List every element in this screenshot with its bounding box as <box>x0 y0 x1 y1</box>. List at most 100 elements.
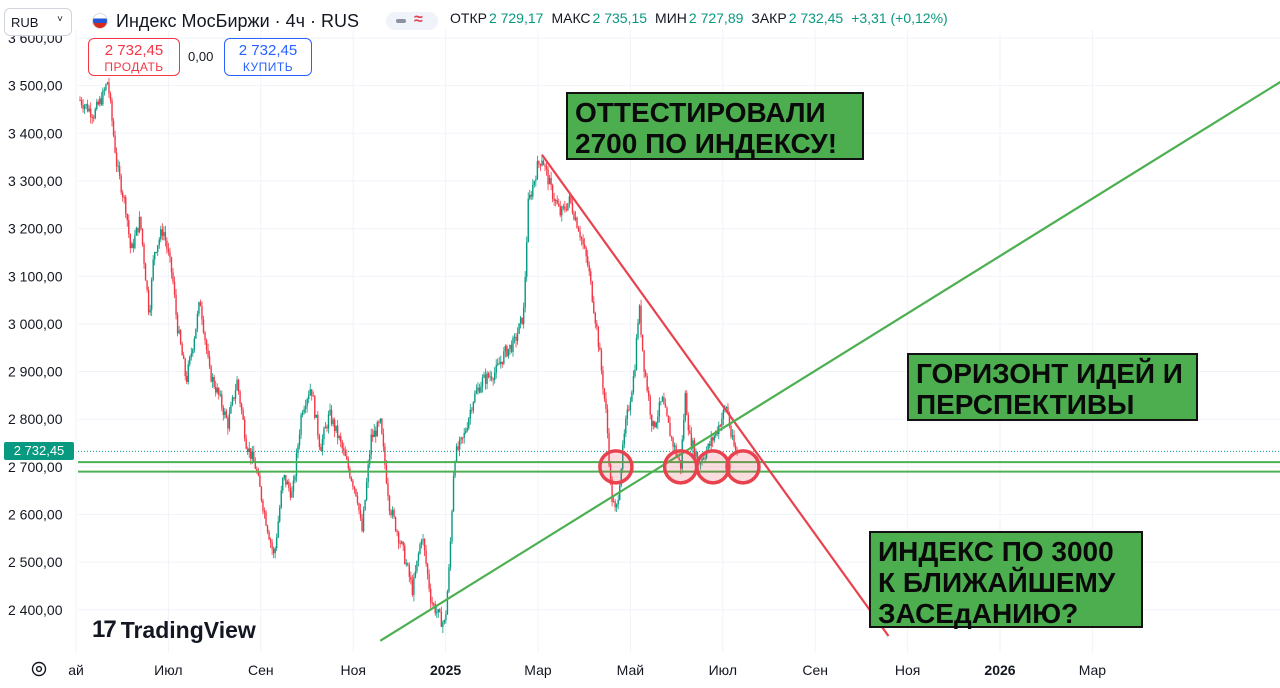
y-tick-label: 3 200,00 <box>8 221 63 237</box>
candle-body <box>480 386 482 393</box>
candle-body <box>658 402 661 417</box>
candle-body <box>353 486 356 489</box>
candle-body <box>710 437 712 446</box>
candle-body <box>291 491 293 498</box>
candle-body <box>721 418 723 427</box>
candle-body <box>733 435 735 446</box>
candle-body <box>646 376 648 391</box>
candle-body <box>269 539 272 543</box>
candle-body <box>548 178 551 185</box>
candle-body <box>105 84 107 90</box>
candle-body <box>234 390 237 399</box>
candle-body <box>705 450 708 458</box>
candle-body <box>207 349 209 357</box>
candle-body <box>426 563 429 575</box>
candle-body <box>695 451 697 457</box>
candle-body <box>551 185 554 199</box>
currency-select[interactable]: RUB ˅ <box>4 8 72 36</box>
approx-icon: ≈ <box>414 11 423 28</box>
candle-body <box>173 281 176 295</box>
candle-body <box>663 397 665 404</box>
candle-body <box>154 252 156 260</box>
candle-body <box>373 430 375 438</box>
candle-body <box>179 330 182 344</box>
candle-body <box>112 120 115 136</box>
x-tick-label: Ноя <box>895 662 920 678</box>
candle-body <box>590 271 592 282</box>
candle-body <box>497 363 499 365</box>
candle-body <box>282 477 284 491</box>
candle-body <box>623 433 625 445</box>
annotation-index-3000[interactable]: ИНДЕКС ПО 3000 К БЛИЖАЙШЕМУ ЗАСЕдАНИЮ? <box>869 531 1143 629</box>
ohlc-value: 2 729,17 <box>488 10 544 26</box>
candle-body <box>243 419 246 439</box>
ohlc-label: МАКС <box>551 10 591 26</box>
candle-body <box>547 169 549 185</box>
candle-body <box>420 540 423 545</box>
indicator-toggle[interactable]: ≈ <box>386 11 438 30</box>
candle-body <box>115 152 118 167</box>
candle-body <box>712 437 714 441</box>
candle-body <box>126 213 128 221</box>
candle-body <box>134 235 136 248</box>
buy-button[interactable]: 2 732,45 КУПИТЬ <box>224 38 312 76</box>
candle-body <box>425 550 427 564</box>
candle-body <box>155 252 157 254</box>
candle-body <box>181 343 183 356</box>
candle-body <box>167 249 170 252</box>
candle-body <box>137 227 139 233</box>
candle-body <box>196 313 199 329</box>
candle-body <box>647 390 650 397</box>
candle-body <box>727 406 729 413</box>
candle-body <box>163 232 165 236</box>
candle-body <box>336 425 339 438</box>
annotation-horizon[interactable]: ГОРИЗОНТ ИДЕЙ И ПЕРСПЕКТИВЫ <box>907 353 1198 421</box>
test-circle <box>695 449 731 485</box>
sell-button[interactable]: 2 732,45 ПРОДАТЬ <box>88 38 180 76</box>
candle-body <box>356 495 359 504</box>
ohlc-value: +3,31 (+0,12%) <box>851 10 948 26</box>
candle-body <box>340 436 342 442</box>
candle-body <box>562 206 564 208</box>
candle-body <box>247 448 249 453</box>
test-circle <box>725 449 761 485</box>
candle-body <box>492 379 494 381</box>
candle-body <box>620 468 622 486</box>
gear-icon[interactable] <box>30 660 48 678</box>
candle-body <box>702 458 705 460</box>
candle-body <box>538 161 540 164</box>
candle-body <box>324 426 327 429</box>
candle-body <box>498 363 500 365</box>
candle-body <box>365 482 368 500</box>
candle-body <box>121 192 124 198</box>
candle-body <box>375 430 377 437</box>
candle-body <box>295 453 298 477</box>
candle-body <box>666 407 668 416</box>
candle-body <box>222 407 225 415</box>
candle-body <box>678 457 680 461</box>
buy-label: КУПИТЬ <box>242 60 294 74</box>
candle-body <box>628 409 630 411</box>
candle-body <box>410 576 412 580</box>
tradingview-wordmark: TradingView <box>120 616 256 643</box>
candle-body <box>259 475 261 487</box>
candle-body <box>667 415 670 423</box>
symbol-title[interactable]: Индекс МосБиржи · 4ч · RUS <box>92 8 359 34</box>
candle-body <box>236 379 238 391</box>
tradingview-logo[interactable]: 17 TradingView <box>92 616 256 644</box>
candle-body <box>577 227 580 232</box>
candle-body <box>149 309 151 313</box>
candle-body <box>144 263 147 281</box>
x-tick-label: Мар <box>524 662 552 678</box>
candle-body <box>350 477 353 481</box>
annotation-tested-2700[interactable]: ОТТЕСТИРОВАЛИ 2700 ПО ИНДЕКСУ! <box>566 92 864 160</box>
candle-body <box>579 231 581 238</box>
candle-body <box>530 194 532 197</box>
candle-body <box>311 389 313 396</box>
test-circles <box>598 449 761 485</box>
candle-body <box>108 82 110 94</box>
y-axis: 2 400,00 2 500,00 2 600,00 2 700,00 2 800,00… <box>8 30 63 618</box>
candle-body <box>561 206 563 216</box>
candle-body <box>580 237 583 240</box>
candle-body <box>333 419 336 431</box>
